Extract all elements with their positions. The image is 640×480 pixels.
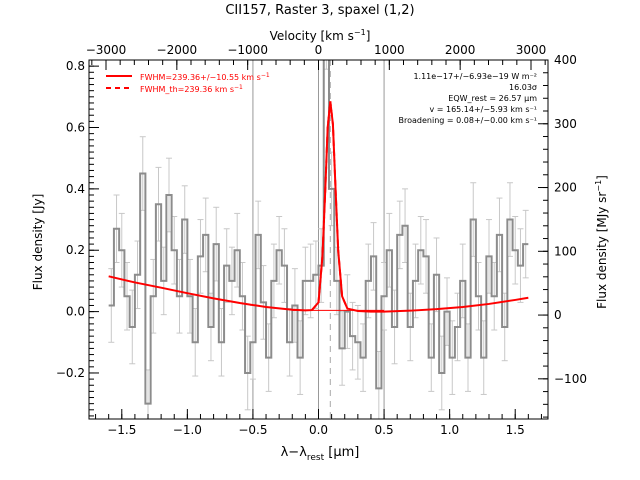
annotation-eqw: EQW_rest = 26.57 μm: [448, 94, 537, 103]
y-tick-label: −0.2: [56, 366, 85, 380]
y-tick-label: 0.6: [66, 121, 85, 135]
right-tick-label: 400: [554, 53, 577, 67]
x-tick-label: 1.5: [506, 423, 525, 437]
fit-dashed-line: [311, 101, 349, 311]
chart-title: CII157, Raster 3, spaxel (1,2): [225, 3, 414, 18]
y-tick-label: 0.8: [66, 59, 85, 73]
right-tick-label: 100: [554, 244, 577, 258]
legend: FWHM=239.36+/−10.55 km s−1 FWHM_th=239.3…: [106, 72, 270, 94]
top-tick-label: −3000: [86, 43, 127, 57]
x-tick-label: 1.0: [440, 423, 459, 437]
legend-entry-1: FWHM=239.36+/−10.55 km s−1: [140, 72, 270, 82]
y-tick-label: 0.2: [66, 243, 85, 257]
annotation-flux: 1.11e−17+/−6.93e−19 W m⁻²: [413, 72, 537, 81]
annotation-velocity: v = 165.14+/−5.93 km s⁻¹: [429, 105, 537, 114]
top-tick-label: 2000: [445, 43, 476, 57]
legend-entry-2: FWHM_th=239.36 km s−1: [140, 84, 243, 94]
top-tick-label: 0: [315, 43, 323, 57]
annotations: 1.11e−17+/−6.93e−19 W m⁻² 16.03σ EQW_res…: [399, 72, 538, 125]
y-tick-label: 0.0: [66, 305, 85, 319]
x-tick-label: 0.0: [309, 423, 328, 437]
y-axis-label-right: Flux density [MJy sr−1]: [594, 175, 609, 309]
right-tick-label: 300: [554, 117, 577, 131]
right-tick-label: 200: [554, 181, 577, 195]
x-axis-label: λ−λrest [μm]: [281, 445, 360, 463]
right-tick-label: −100: [554, 372, 587, 386]
plot-area: −1.5 −1.0 −0.5 0.0 0.5 1.0 1.5−3000 −2000 −1000 0…: [56, 43, 587, 437]
y-tick-label: 0.4: [66, 182, 85, 196]
top-tick-label: 1000: [374, 43, 405, 57]
x-tick-label: −1.0: [173, 423, 202, 437]
top-tick-label: −1000: [227, 43, 268, 57]
data-step-line: [108, 60, 529, 405]
x-tick-label: −0.5: [238, 423, 267, 437]
right-tick-label: 0: [554, 308, 562, 322]
top-axis-label: Velocity [km s−1]: [270, 28, 371, 43]
annotation-sigma: 16.03σ: [509, 83, 537, 92]
x-tick-label: −1.5: [107, 423, 136, 437]
annotation-broadening: Broadening = 0.08+/−0.00 km s⁻¹: [399, 116, 537, 125]
top-tick-label: −2000: [157, 43, 198, 57]
top-tick-label: 3000: [516, 43, 547, 57]
fit-group: [108, 101, 529, 313]
y-axis-label-left: Flux density [Jy]: [31, 194, 45, 291]
x-tick-label: 0.5: [375, 423, 394, 437]
